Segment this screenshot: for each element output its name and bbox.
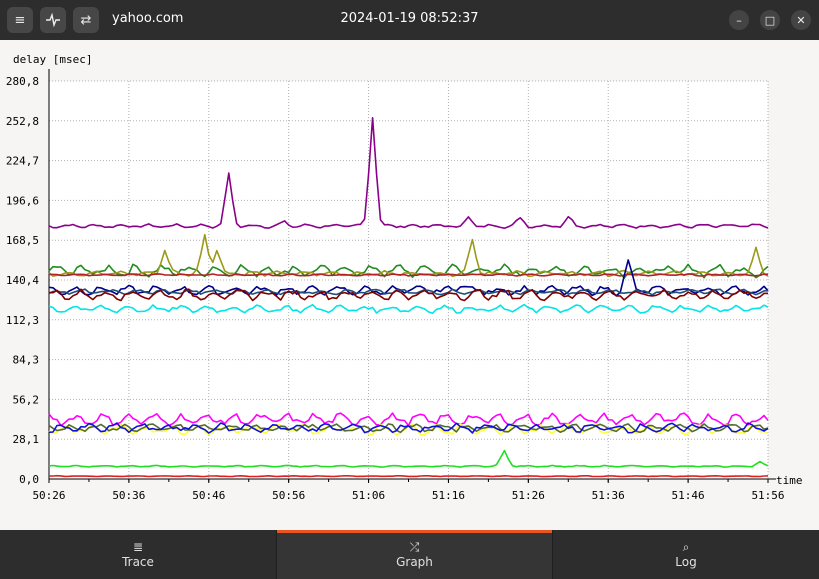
y-tick-label: 0,0 [19, 473, 39, 486]
pulse-icon[interactable] [40, 7, 66, 33]
y-tick-label: 280,8 [6, 75, 39, 88]
y-tick-label: 56,2 [13, 393, 40, 406]
series-line [48, 474, 769, 478]
datetime-label: 2024-01-19 08:52:37 [340, 11, 479, 26]
tab-trace-label: Trace [122, 555, 154, 569]
tab-graph-label: Graph [396, 555, 433, 569]
tab-trace[interactable]: ≣ Trace [0, 530, 276, 579]
series-line [48, 449, 769, 468]
plot-background [49, 81, 768, 479]
y-tick-label: 252,8 [6, 115, 39, 128]
x-tick-label: 50:56 [272, 489, 305, 502]
series-line [48, 288, 769, 302]
x-tick-label: 51:56 [751, 489, 784, 502]
series-line [48, 263, 769, 279]
delay-chart: 280,8 252,8 224,7 196,6 168,5 140,4 112,3 84,3 5… [6, 53, 803, 502]
x-tick-label: 51:36 [592, 489, 625, 502]
y-axis-label: delay [msec] [13, 53, 92, 66]
swap-arrows-icon[interactable]: ⇄ [73, 7, 99, 33]
tab-log[interactable]: ⌕ Log [553, 530, 819, 579]
series-line [49, 273, 769, 277]
x-tick-label: 51:06 [352, 489, 385, 502]
title-bar: ≡ ⇄ yahoo.com 2024-01-19 08:52:37 – □ ✕ [0, 0, 819, 40]
tab-divider [276, 530, 277, 579]
y-tick-label: 168,5 [6, 234, 39, 247]
x-axis-label: time [776, 474, 803, 487]
host-label: yahoo.com [112, 11, 184, 26]
y-tick-label: 84,3 [13, 354, 40, 367]
series-line [48, 288, 769, 296]
list-icon: ≣ [132, 540, 144, 554]
x-tick-label: 50:26 [32, 489, 65, 502]
y-tick-label: 224,7 [6, 155, 39, 168]
series-line [48, 117, 769, 229]
tab-divider [552, 530, 553, 579]
graph-area: 280,8 252,8 224,7 196,6 168,5 140,4 112,3 84,3 5… [0, 40, 819, 530]
minimize-icon[interactable]: – [729, 10, 749, 30]
series-line [48, 422, 769, 434]
maximize-icon[interactable]: □ [760, 10, 780, 30]
bottom-tab-bar: ≣ Trace ⤮ Graph ⌕ Log [0, 530, 819, 579]
y-tick-label: 140,4 [6, 274, 39, 287]
x-tick-label: 50:46 [192, 489, 225, 502]
shuffle-icon: ⤮ [409, 540, 420, 554]
hamburger-menu-icon[interactable]: ≡ [7, 7, 33, 33]
x-tick-label: 51:46 [672, 489, 705, 502]
series-line [48, 303, 769, 315]
y-tick-label: 196,6 [6, 194, 39, 207]
x-tick-label: 51:16 [432, 489, 465, 502]
x-tick-label: 50:36 [112, 489, 145, 502]
tab-log-label: Log [675, 555, 697, 569]
x-tick-label: 51:26 [512, 489, 545, 502]
search-icon: ⌕ [682, 540, 690, 554]
y-tick-label: 28,1 [13, 433, 40, 446]
close-icon[interactable]: ✕ [791, 10, 811, 30]
y-tick-label: 112,3 [6, 314, 39, 327]
series-line [48, 233, 769, 278]
tab-graph[interactable]: ⤮ Graph [277, 530, 552, 579]
